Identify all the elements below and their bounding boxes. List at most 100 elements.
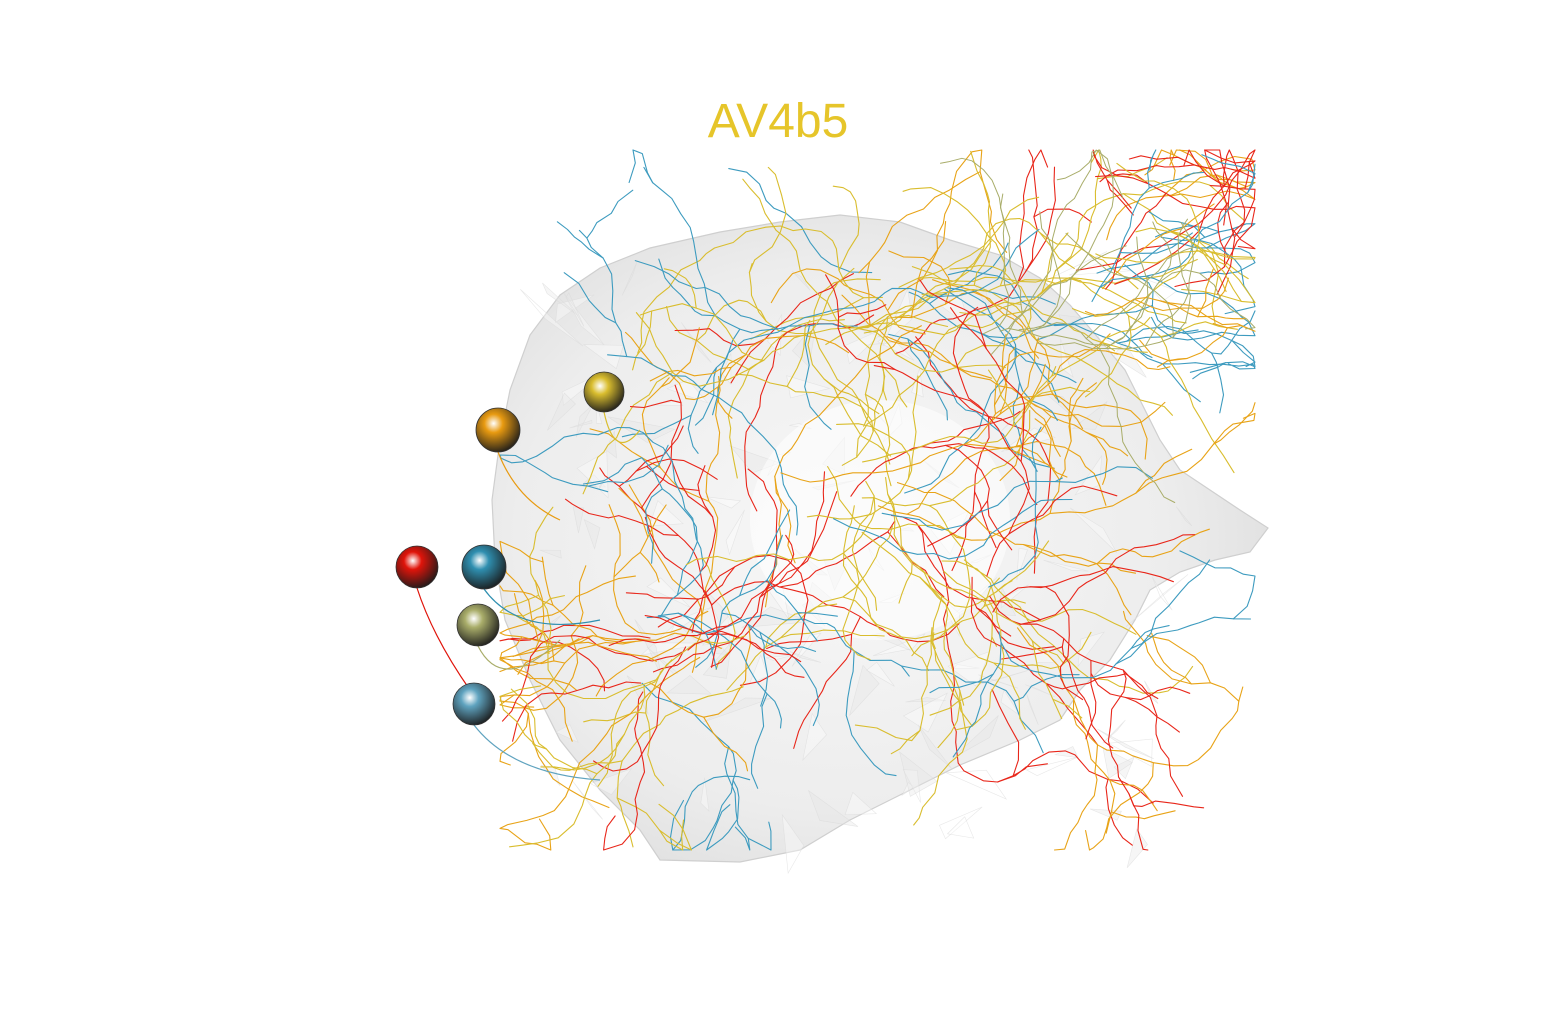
neurite-branch	[998, 616, 1252, 679]
neurite-branch	[1072, 698, 1116, 834]
neurite-branch	[556, 221, 604, 259]
neurite-branch	[608, 625, 728, 647]
neurite-branch	[881, 477, 1063, 531]
neurite-branch	[961, 308, 1033, 329]
neurite-branch	[1179, 550, 1256, 620]
neurite-branch	[907, 375, 919, 480]
neurite-branch	[1148, 211, 1206, 238]
neurite-branch	[1183, 149, 1226, 187]
neurite-branch	[616, 686, 744, 848]
neurite-branch	[666, 305, 750, 371]
neurite-branch	[645, 659, 673, 787]
neurite-branch	[929, 242, 1009, 305]
mesh-facet	[1151, 576, 1173, 611]
neurite-branch	[979, 289, 1056, 305]
neurite-branch	[1133, 277, 1230, 312]
mesh-facet	[946, 769, 1008, 800]
neurite-branch	[850, 443, 1038, 506]
neurite-branch	[1096, 528, 1210, 565]
mesh-facet	[1025, 756, 1079, 777]
neurite-branch	[510, 688, 547, 750]
neurite-branch	[1109, 779, 1158, 812]
neurite-branch	[1124, 264, 1256, 368]
mesh-facet	[565, 292, 585, 327]
neurite-branch	[613, 504, 667, 578]
mesh-facet	[947, 651, 990, 688]
neurite-branch	[1095, 227, 1256, 264]
neurite-branch	[637, 259, 701, 354]
neurite-branch	[1115, 559, 1211, 665]
mesh-facet	[849, 664, 880, 716]
neurite-branch	[898, 563, 913, 604]
neurite-branch	[1007, 245, 1127, 329]
neurite-branch	[856, 323, 963, 458]
neurite-branch	[632, 310, 653, 371]
neurite-branch	[974, 314, 1025, 463]
neurite-branch	[823, 378, 880, 415]
mesh-facet	[1176, 506, 1193, 527]
neurite-branch	[972, 329, 1060, 403]
neurite-branch	[634, 260, 779, 330]
neurite-branch	[529, 506, 657, 700]
neurite-branch	[1053, 744, 1099, 851]
neurite-branch	[841, 294, 993, 379]
mesh-facet	[555, 724, 579, 743]
mesh-facet	[789, 651, 822, 663]
mesh-facet	[946, 816, 975, 839]
mesh-facet	[1060, 338, 1074, 378]
neurite-branch	[499, 635, 579, 711]
neurite-branch	[910, 220, 947, 319]
neurite-branch	[1028, 322, 1176, 503]
neurite-branch	[563, 272, 617, 324]
mesh-facet	[575, 403, 594, 438]
neurite-branch	[1036, 304, 1153, 341]
neurite-branch	[1031, 640, 1063, 720]
neurite-branch	[1222, 149, 1246, 237]
neurite-branch	[499, 585, 554, 606]
neurite-branch	[674, 328, 710, 332]
neurite-branch	[1105, 778, 1133, 846]
neurite-branch	[1016, 149, 1049, 285]
neurite-branch	[628, 149, 654, 184]
neurite-branch	[514, 614, 550, 655]
neurite-branch	[1110, 810, 1176, 820]
neurite-branch	[858, 171, 981, 274]
mesh-facet	[1001, 427, 1056, 452]
neurite-branch	[919, 576, 1013, 608]
neurite-branch	[533, 579, 545, 653]
neurite-branch	[986, 500, 1013, 551]
neurite-branch	[570, 565, 587, 637]
neurite-branch	[919, 279, 976, 316]
neurite-branch	[657, 598, 699, 628]
neurite-branch	[907, 338, 948, 421]
neurite-branch	[1106, 179, 1134, 216]
neurite-branch	[677, 612, 717, 670]
mesh-facet	[1102, 746, 1133, 779]
neurite-branch	[578, 229, 628, 358]
neurite-branch	[992, 566, 1174, 613]
neurite-branch	[685, 334, 850, 401]
neurite-branch	[697, 465, 714, 518]
neurite-branch	[1034, 418, 1061, 481]
mesh-facet	[569, 419, 593, 429]
mesh-facet	[1070, 507, 1118, 553]
neurite-branch	[806, 423, 911, 520]
neurite-branch	[747, 821, 772, 851]
neurite-branch	[513, 593, 555, 662]
neurite-branch	[710, 581, 960, 643]
mesh-facet	[547, 392, 576, 431]
neurite-branch	[911, 266, 1173, 416]
mesh-facet	[1126, 828, 1148, 869]
mesh-facet	[589, 768, 633, 795]
neurite-branch	[1096, 242, 1256, 275]
neurite-branch	[635, 267, 855, 387]
neurite-branch	[987, 369, 1015, 420]
neurite-branch	[512, 681, 642, 742]
neurite-branch	[672, 462, 717, 573]
neurite-branch	[844, 301, 1022, 336]
mesh-facet	[902, 769, 921, 803]
neurite-branch	[1122, 610, 1240, 702]
neurite-branch	[1211, 352, 1225, 414]
neurite-branch	[589, 428, 661, 469]
